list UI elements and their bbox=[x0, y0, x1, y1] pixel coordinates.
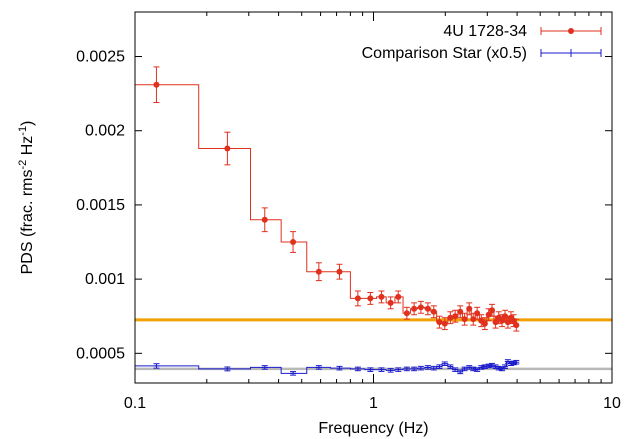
x-tick-label: 1 bbox=[369, 395, 378, 412]
y-tick-label: 0.0015 bbox=[76, 197, 125, 214]
y-label-superscript: -1 bbox=[17, 126, 29, 136]
step-histograms bbox=[135, 84, 518, 374]
legend-entry-2: Comparison Star (x0.5) bbox=[362, 45, 602, 62]
series-1-point bbox=[387, 299, 394, 306]
series-1-point bbox=[336, 268, 343, 275]
legend-label: Comparison Star (x0.5) bbox=[362, 45, 527, 62]
y-label-text: PDS (frac. rms bbox=[19, 170, 36, 275]
axis-ticks: 0.0005 0.001 0.0015 0.002 0.0025 0.1 1 10 bbox=[76, 12, 621, 412]
y-label-text: ) bbox=[19, 121, 36, 126]
x-tick-label: 10 bbox=[603, 395, 621, 412]
series-1-point bbox=[457, 308, 464, 315]
series-1-point bbox=[485, 311, 492, 318]
series-1-point bbox=[441, 320, 448, 327]
error-bars bbox=[153, 66, 520, 376]
series-1-point bbox=[261, 216, 268, 223]
series-1-point bbox=[378, 293, 385, 300]
series-1-point bbox=[447, 314, 454, 321]
x-tick-label: 0.1 bbox=[124, 395, 146, 412]
series-1-point bbox=[224, 145, 231, 152]
series-1-point bbox=[499, 317, 506, 324]
series-1-point bbox=[367, 295, 374, 302]
series-1-point bbox=[411, 305, 418, 312]
data-markers bbox=[153, 81, 520, 374]
legend: 4U 1728-34 Comparison Star (x0.5) bbox=[362, 23, 602, 62]
series-1-point bbox=[504, 319, 511, 326]
series-1-point bbox=[474, 310, 481, 317]
series-1-point bbox=[395, 293, 402, 300]
series-1-point bbox=[452, 313, 459, 320]
y-tick-label: 0.0005 bbox=[76, 345, 125, 362]
series-1-point bbox=[354, 295, 361, 302]
series-1-point bbox=[466, 305, 473, 312]
series-1-point bbox=[502, 313, 509, 320]
series-1-point bbox=[436, 319, 443, 326]
series-1-point bbox=[430, 308, 437, 315]
series-1-point bbox=[489, 307, 496, 314]
x-axis-label: Frequency (Hz) bbox=[318, 420, 428, 437]
series-1-point bbox=[290, 239, 297, 246]
series-1-point bbox=[424, 305, 431, 312]
reference-lines bbox=[135, 318, 612, 371]
series-1-point bbox=[470, 316, 477, 323]
series-1-point bbox=[461, 316, 468, 323]
series-1-point bbox=[417, 304, 424, 311]
y-axis-label: PDS (frac. rms-2 Hz-1) bbox=[17, 121, 36, 275]
plot-frame bbox=[134, 11, 613, 384]
series-1-point bbox=[315, 268, 322, 275]
legend-entry-1: 4U 1728-34 bbox=[443, 23, 602, 40]
series-1-step-line bbox=[135, 84, 518, 326]
series-1-point bbox=[510, 317, 517, 324]
y-tick-label: 0.002 bbox=[85, 123, 125, 140]
series-1-point bbox=[492, 319, 499, 326]
y-tick-label: 0.001 bbox=[85, 271, 125, 288]
series-1-point bbox=[153, 81, 160, 88]
series-1-point bbox=[481, 320, 488, 327]
y-label-text: Hz bbox=[19, 136, 36, 160]
legend-label: 4U 1728-34 bbox=[443, 23, 527, 40]
legend-marker bbox=[568, 28, 574, 34]
series-1-point bbox=[403, 310, 410, 317]
y-tick-label: 0.0025 bbox=[76, 49, 125, 66]
series-1-point bbox=[513, 322, 520, 329]
y-label-superscript: -2 bbox=[17, 160, 29, 170]
